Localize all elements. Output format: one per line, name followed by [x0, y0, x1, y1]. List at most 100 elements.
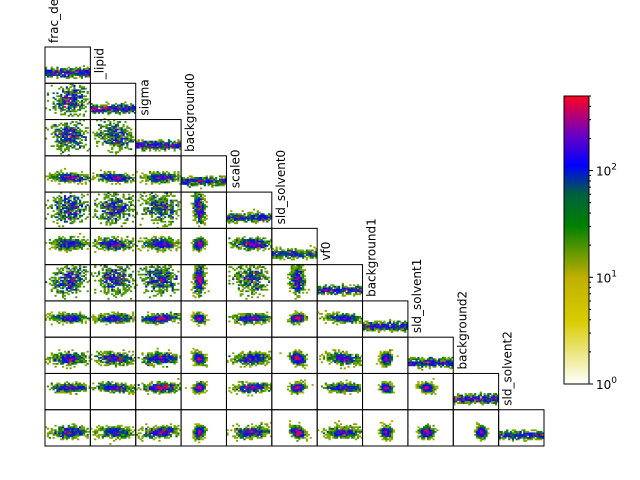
- histogram-bin: [162, 291, 165, 294]
- histogram-bin: [383, 381, 386, 383]
- histogram-bin: [298, 319, 301, 321]
- histogram-bin: [477, 394, 481, 397]
- histogram-bin: [266, 361, 269, 364]
- histogram-bin: [122, 435, 125, 438]
- histogram-bin: [165, 317, 169, 320]
- histogram-bin: [239, 435, 242, 438]
- histogram-bin: [150, 319, 154, 321]
- histogram-bin: [381, 391, 384, 394]
- histogram-bin: [107, 429, 110, 432]
- histogram-bin: [354, 426, 358, 429]
- histogram-bin: [175, 353, 178, 356]
- histogram-bin: [80, 356, 84, 359]
- histogram-bin: [196, 323, 199, 326]
- histogram-bin: [417, 430, 420, 433]
- histogram-bin: [328, 362, 331, 365]
- histogram-bin: [336, 391, 339, 394]
- histogram-bin: [199, 426, 203, 429]
- histogram-bin: [103, 388, 106, 391]
- histogram-bin: [118, 284, 121, 287]
- histogram-bin: [245, 385, 248, 388]
- histogram-bin: [351, 361, 354, 364]
- histogram-bin: [96, 429, 99, 432]
- histogram-bin: [120, 358, 123, 361]
- histogram-bin: [298, 322, 301, 324]
- histogram-bin: [415, 358, 418, 361]
- histogram-bin: [328, 426, 331, 429]
- histogram-bin: [75, 387, 78, 389]
- histogram-bin: [75, 273, 78, 276]
- histogram-bin: [50, 427, 53, 430]
- histogram-bin: [118, 391, 121, 394]
- histogram-bin: [353, 384, 356, 386]
- histogram-bin: [358, 426, 361, 429]
- histogram-bin: [198, 311, 201, 314]
- histogram-bin: [158, 359, 161, 362]
- histogram-bin: [239, 356, 242, 359]
- histogram-bin: [156, 426, 159, 429]
- histogram-bin: [109, 429, 112, 432]
- histogram-bin: [455, 400, 458, 403]
- histogram-bin: [71, 317, 74, 320]
- histogram-bin: [339, 316, 343, 318]
- histogram-bin: [73, 423, 76, 426]
- histogram-bin: [337, 317, 341, 320]
- histogram-bin: [75, 435, 78, 438]
- histogram-bin: [498, 430, 501, 433]
- histogram-bin: [69, 427, 72, 430]
- histogram-bin: [65, 358, 68, 361]
- histogram-bin: [62, 433, 65, 436]
- histogram-bin: [162, 290, 165, 293]
- histogram-bin: [381, 362, 384, 365]
- histogram-bin: [351, 358, 354, 361]
- histogram-bin: [479, 393, 482, 395]
- histogram-bin: [111, 426, 114, 429]
- histogram-bin: [237, 390, 240, 392]
- histogram-bin: [245, 390, 248, 392]
- histogram-bin: [179, 387, 182, 389]
- histogram-bin: [150, 358, 154, 361]
- histogram-bin: [101, 435, 104, 438]
- histogram-bin: [349, 435, 352, 438]
- histogram-bin: [347, 436, 350, 439]
- histogram-bin: [294, 355, 297, 358]
- histogram-bin: [131, 353, 135, 356]
- histogram-bin: [254, 390, 257, 392]
- histogram-bin: [302, 430, 305, 433]
- histogram-bin: [173, 284, 176, 287]
- histogram-bin: [165, 285, 169, 288]
- histogram-bin: [133, 356, 137, 359]
- histogram-bin: [97, 358, 101, 361]
- histogram-bin: [75, 279, 78, 282]
- histogram-bin: [194, 439, 197, 442]
- histogram-bin: [105, 272, 108, 274]
- histogram-bin: [99, 353, 102, 356]
- histogram-bin: [169, 427, 172, 430]
- histogram-bin: [114, 293, 118, 296]
- histogram-bin: [69, 364, 72, 367]
- histogram-bin: [128, 361, 131, 364]
- histogram-bin: [94, 432, 97, 435]
- histogram-bin: [251, 438, 254, 441]
- histogram-bin: [343, 426, 346, 429]
- histogram-bin: [165, 358, 169, 361]
- histogram-bin: [266, 317, 269, 320]
- histogram-bin: [58, 291, 61, 294]
- histogram-bin: [67, 350, 70, 353]
- histogram-bin: [262, 362, 265, 365]
- histogram-bin: [103, 264, 106, 267]
- histogram-bin: [251, 314, 254, 317]
- histogram-bin: [440, 364, 443, 367]
- histogram-bin: [60, 430, 63, 433]
- histogram-bin: [398, 320, 401, 323]
- histogram-bin: [428, 356, 431, 359]
- histogram-bin: [428, 358, 431, 361]
- histogram-bin: [370, 322, 373, 324]
- histogram-bin: [194, 362, 197, 365]
- histogram-bin: [162, 269, 165, 271]
- histogram-bin: [71, 362, 74, 365]
- histogram-bin: [247, 320, 250, 323]
- histogram-bin: [156, 282, 159, 285]
- histogram-bin: [67, 387, 70, 389]
- histogram-bin: [354, 432, 358, 435]
